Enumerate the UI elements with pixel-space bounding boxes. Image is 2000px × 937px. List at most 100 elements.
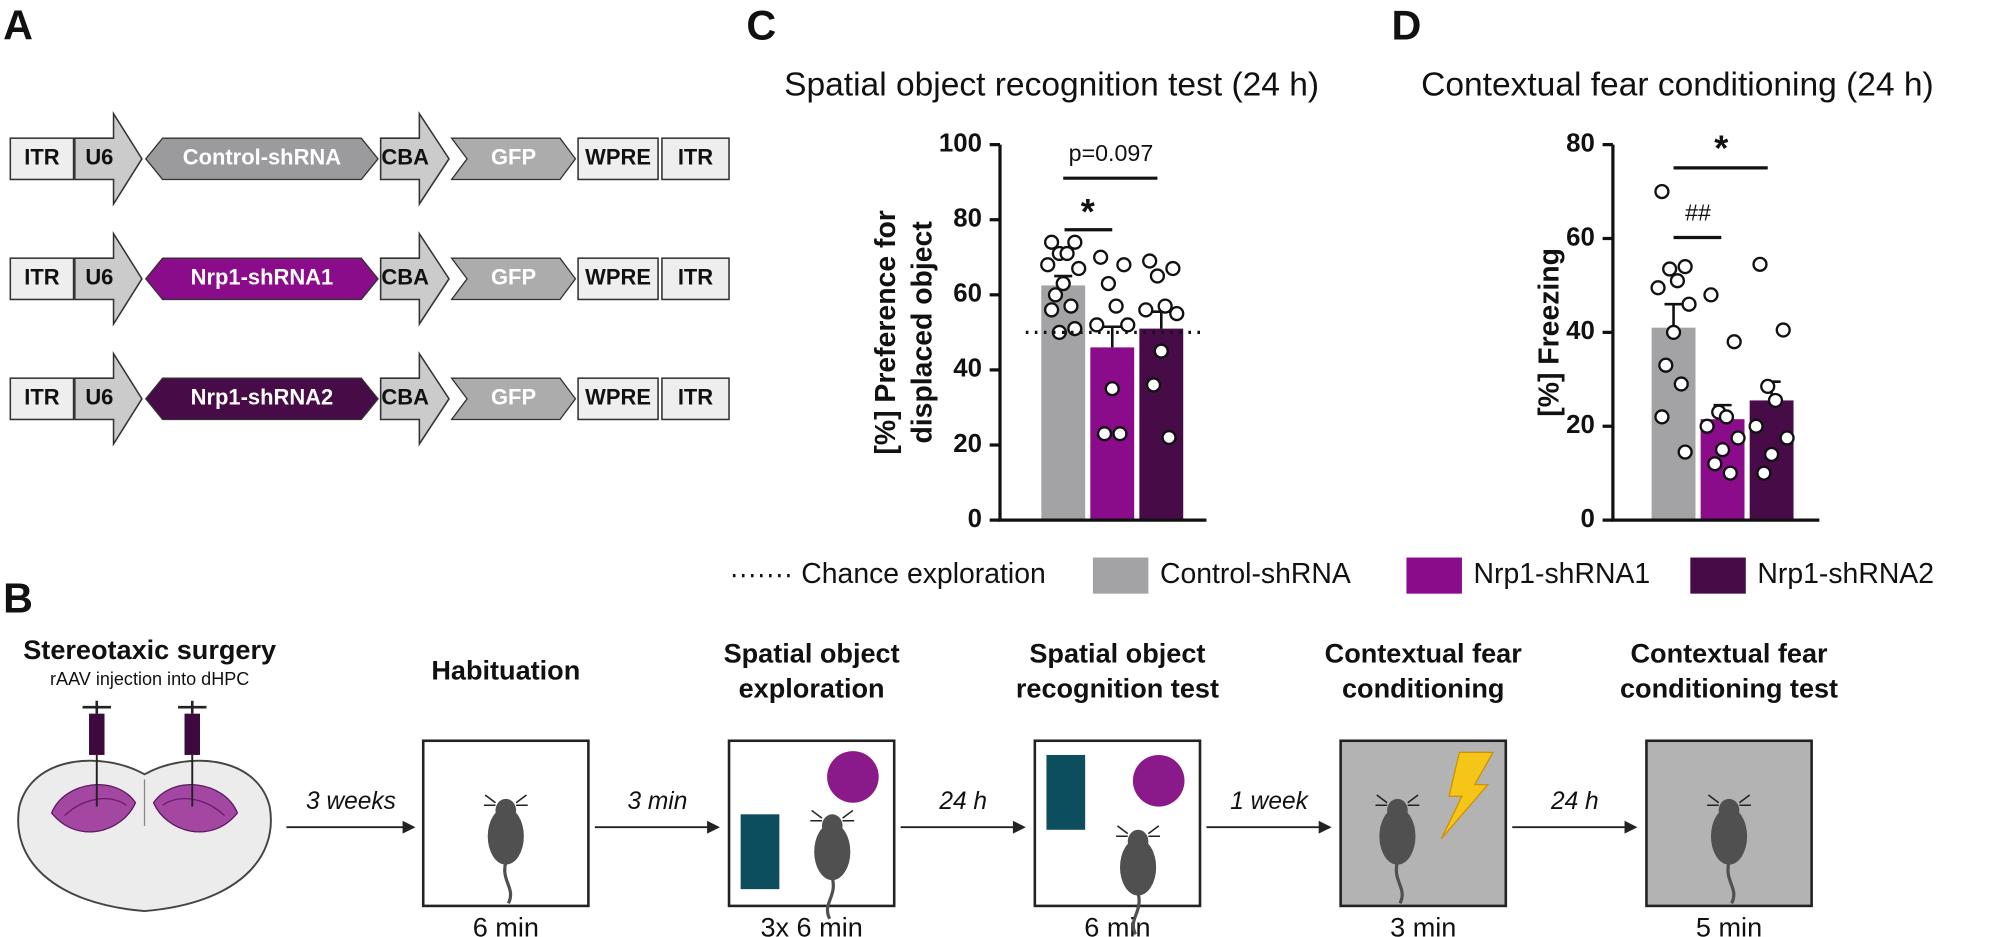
legend-swatch [1092,557,1149,594]
promoter-arrow [74,230,143,327]
mouse-whiskers [1375,794,1420,807]
step-duration: 3 min [1390,911,1456,937]
mouse-body [487,807,524,865]
shrna-element [144,377,379,421]
bar [1041,285,1086,521]
construct-label: WPRE [585,145,651,170]
object-rect [740,814,780,890]
arrow-head [402,820,416,834]
data-point [1059,245,1075,262]
significance-label: p=0.097 [1069,140,1154,166]
mouse-icon [483,794,528,905]
data-point [1775,322,1791,338]
construct-box [9,377,75,421]
data-point [1153,343,1169,359]
data-point [1677,259,1693,275]
step-title: Contextual fear [1325,638,1523,669]
construct-box [9,137,75,181]
legend-swatch [1406,557,1462,594]
step-title: Contextual fear [1630,638,1828,669]
data-point [1760,378,1776,394]
data-point [1673,376,1689,392]
mouse-whiskers [810,809,855,822]
step-duration: 6 min [473,911,539,937]
data-point [1067,234,1083,250]
step-duration: 6 min [1084,911,1150,937]
construct-label: CBA [381,145,429,170]
data-point [1071,260,1087,277]
data-point [1726,334,1742,350]
interval-label: 3 min [627,788,687,815]
arrow-head [1318,820,1332,834]
mouse-tail [1726,861,1736,905]
y-tick-label: 20 [1566,411,1595,439]
arrow-head [707,820,720,834]
step-title: recognition test [1016,673,1219,704]
data-point [1100,275,1116,292]
construct-label: ITR [24,265,59,290]
legend-label: Nrp1-shRNA2 [1757,558,1934,590]
interval-label: 24 h [938,788,987,815]
data-point [1142,253,1158,269]
construct-label: U6 [85,145,113,170]
data-point [1722,465,1738,481]
construct-label: CBA [381,385,429,410]
mouse-tail [503,861,513,905]
mouse-head [821,814,843,838]
step-title: Spatial object [1029,638,1205,669]
data-point [1104,381,1120,397]
mouse-whiskers [483,794,528,807]
construct-label: GFP [491,145,536,170]
object-circle [827,751,879,803]
step-title: conditioning test [1620,673,1838,704]
data-point [1138,302,1154,318]
promoter-arrow [379,231,450,327]
data-point [1157,298,1173,314]
step-subtitle: rAAV injection into dHPC [50,669,249,689]
data-point [1044,234,1060,250]
data-point [1767,392,1784,409]
data-point [1779,430,1795,446]
data-point [1718,409,1735,425]
data-point [1681,296,1697,312]
data-point [1752,256,1768,272]
data-point [1047,287,1064,303]
mouse-body [1710,807,1748,865]
construct-box [661,137,730,181]
construct-label: Nrp1-shRNA2 [191,385,334,410]
panel-label: A [3,2,33,48]
data-point [1650,280,1666,296]
bar [1139,328,1184,521]
construct-box [577,137,659,181]
construct-label: ITR [678,385,713,410]
promoter-arrow [74,350,143,447]
mouse-head [1387,798,1408,823]
data-point [1067,321,1083,337]
construct-label: ITR [24,385,59,410]
gfp-element [450,377,577,421]
y-tick-label: 80 [953,205,982,233]
y-tick-label: 60 [953,280,982,308]
construct-label: Nrp1-shRNA1 [191,265,334,290]
construct-label: GFP [491,265,536,290]
mouse-tail [1131,892,1141,936]
data-point [1730,430,1746,446]
data-point [1063,298,1079,314]
y-tick-label: 0 [1580,505,1594,533]
construct-box [9,257,75,301]
gfp-element [450,137,577,181]
data-point [1665,324,1682,340]
y-axis-label: [%] Preference for [870,210,902,454]
legend-label: Chance exploration [801,558,1045,590]
mouse-head [495,798,517,823]
gfp-element [450,257,577,301]
arrow-head [1624,820,1638,834]
chart-title: Contextual fear conditioning (24 h) [1421,66,1934,103]
y-tick-label: 60 [1566,223,1595,251]
construct-box [661,377,730,421]
shock-icon [1440,751,1495,840]
data-point [1089,317,1105,333]
y-tick-label: 20 [953,430,982,458]
construct-label: GFP [491,385,536,410]
shrna-element [144,137,379,181]
